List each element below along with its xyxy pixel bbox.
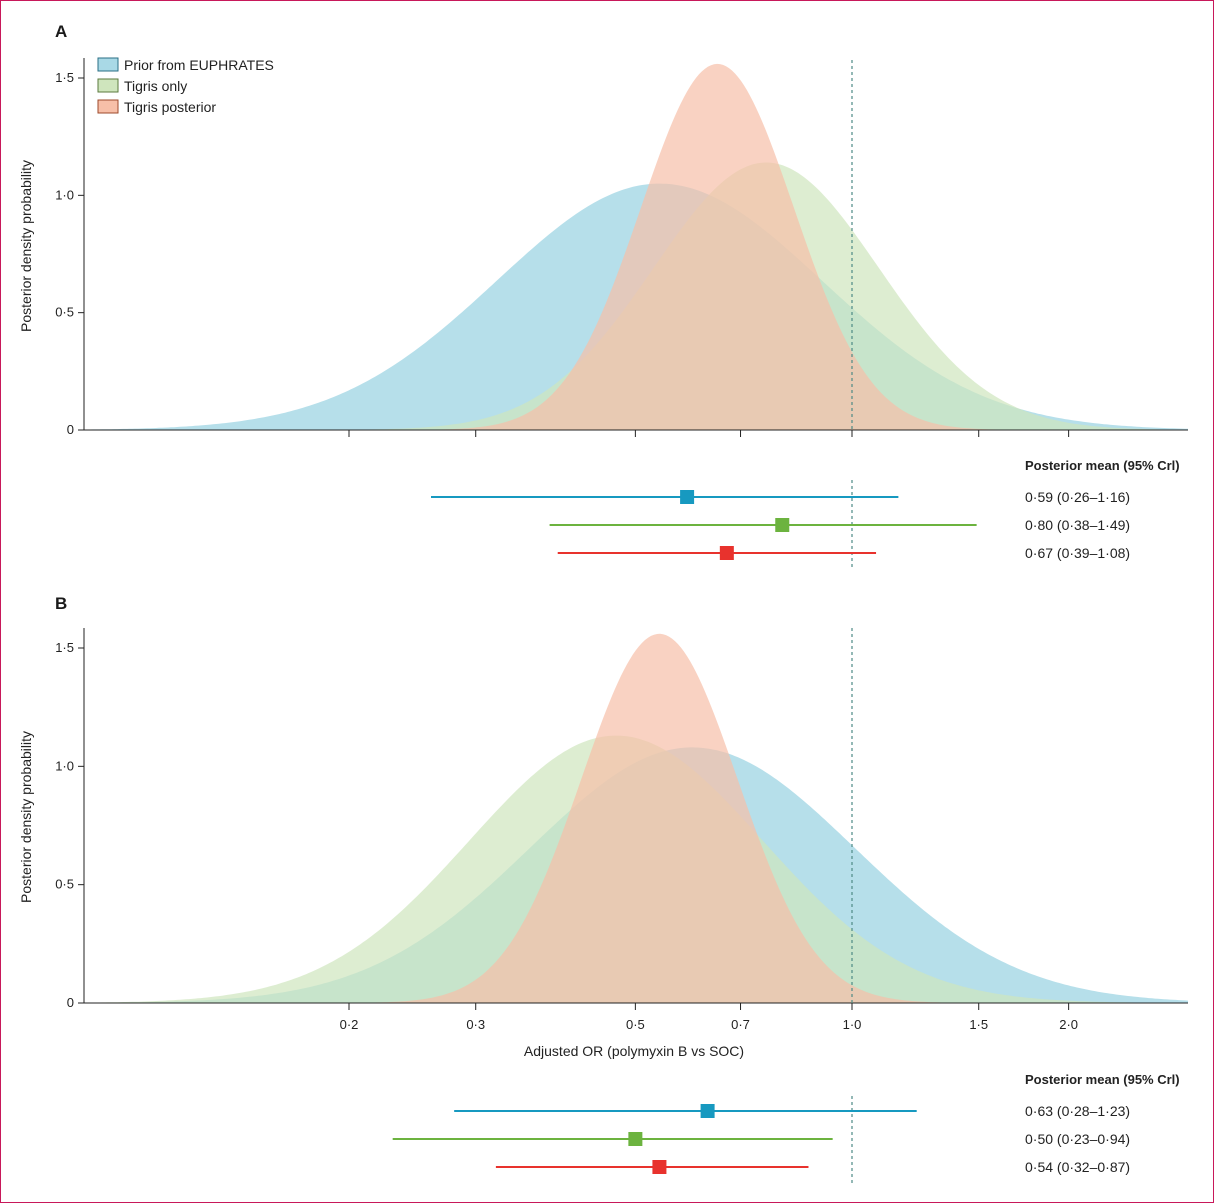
x-tick-label: 0·7 bbox=[731, 1017, 750, 1032]
panel-b: B Posterior density probability Adjusted… bbox=[18, 594, 1188, 1186]
forest-value-label: 0·54 (0·32–0·87) bbox=[1025, 1159, 1130, 1175]
density-curves-b bbox=[84, 633, 1188, 1003]
y-tick-label: 0·5 bbox=[55, 877, 74, 892]
panel-label-b: B bbox=[55, 594, 67, 613]
y-axis-title-a: Posterior density probability bbox=[18, 160, 34, 332]
y-tick-label: 1·5 bbox=[55, 70, 74, 85]
x-tick-label: 1·5 bbox=[969, 1017, 988, 1032]
mean-marker-tigris-only bbox=[775, 518, 790, 532]
legend-label-prior: Prior from EUPHRATES bbox=[124, 57, 274, 73]
legend-swatch-tigris-only bbox=[97, 78, 119, 93]
y-tick-label: 0·5 bbox=[55, 305, 74, 320]
x-axis-title-b: Adjusted OR (polymyxin B vs SOC) bbox=[524, 1043, 744, 1059]
forest-value-label: 0·50 (0·23–0·94) bbox=[1025, 1131, 1130, 1147]
x-tick-label: 0·5 bbox=[626, 1017, 645, 1032]
forest-plot-a: Posterior mean (95% Crl) 0·59 (0·26–1·16)… bbox=[430, 458, 1180, 570]
forest-plot-b: Posterior mean (95% Crl) 0·63 (0·28–1·23)… bbox=[392, 1072, 1180, 1186]
density-posterior bbox=[84, 633, 1188, 1003]
legend-swatch-prior bbox=[97, 57, 119, 72]
axes-b: 0 0·5 1·0 1·5 0·2 0·3 0·5 0·7 1·0 1·5 2·0 bbox=[55, 628, 1188, 1032]
legend-label-posterior: Tigris posterior bbox=[124, 99, 216, 115]
x-tick-label: 2·0 bbox=[1059, 1017, 1078, 1032]
panel-a: A Posterior density probability 0 0·5 1·0 1… bbox=[18, 22, 1188, 570]
y-tick-label: 1·5 bbox=[55, 640, 74, 655]
forest-header: Posterior mean (95% Crl) bbox=[1025, 1072, 1180, 1087]
forest-value-label: 0·67 (0·39–1·08) bbox=[1025, 545, 1130, 561]
y-tick-label: 1·0 bbox=[55, 758, 74, 773]
density-posterior bbox=[84, 63, 1188, 431]
legend-swatch-posterior bbox=[97, 99, 119, 114]
legend: Prior from EUPHRATES Tigris only Tigris … bbox=[97, 57, 274, 115]
legend-label-tigris-only: Tigris only bbox=[124, 78, 187, 94]
y-tick-label: 1·0 bbox=[55, 187, 74, 202]
x-tick-label: 0·3 bbox=[466, 1017, 485, 1032]
forest-value-label: 0·59 (0·26–1·16) bbox=[1025, 489, 1130, 505]
axes-a: 0 0·5 1·0 1·5 bbox=[55, 58, 1188, 437]
forest-value-label: 0·63 (0·28–1·23) bbox=[1025, 1103, 1130, 1119]
x-tick-label: 0·2 bbox=[340, 1017, 359, 1032]
density-curves-a bbox=[84, 63, 1188, 431]
y-axis-title-b: Posterior density probability bbox=[18, 731, 34, 903]
mean-marker-prior bbox=[680, 490, 695, 504]
mean-marker-posterior bbox=[652, 1160, 667, 1174]
panel-label-a: A bbox=[55, 22, 67, 41]
forest-header: Posterior mean (95% Crl) bbox=[1025, 458, 1180, 473]
y-tick-label: 0 bbox=[67, 422, 74, 437]
forest-value-label: 0·80 (0·38–1·49) bbox=[1025, 517, 1130, 533]
y-tick-label: 0 bbox=[67, 995, 74, 1010]
x-tick-label: 1·0 bbox=[843, 1017, 862, 1032]
mean-marker-posterior bbox=[719, 546, 734, 560]
mean-marker-prior bbox=[700, 1104, 715, 1118]
mean-marker-tigris-only bbox=[628, 1132, 643, 1146]
